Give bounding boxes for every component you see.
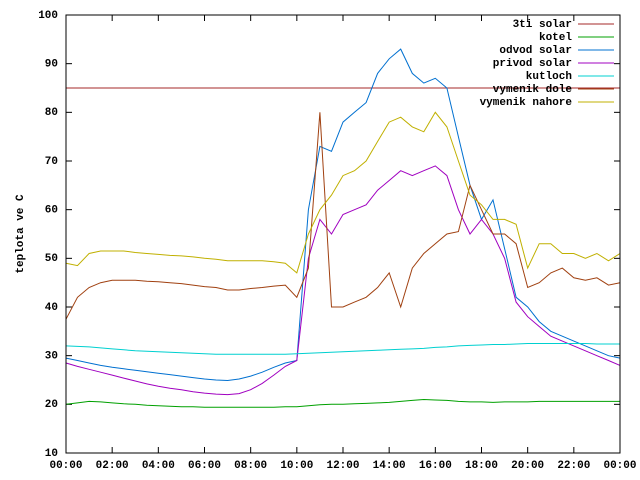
- x-tick-label: 22:00: [557, 460, 590, 472]
- y-tick-label: 20: [45, 399, 58, 411]
- x-tick-label: 18:00: [465, 460, 498, 472]
- y-tick-label: 10: [45, 448, 58, 460]
- legend-label: kotel: [539, 32, 572, 44]
- legend-label: kutloch: [526, 71, 572, 83]
- plot-border: [65, 14, 621, 454]
- x-tick-label: 14:00: [373, 460, 406, 472]
- x-tick-label: 02:00: [96, 460, 129, 472]
- series-line: [65, 343, 620, 355]
- series-line: [65, 112, 621, 320]
- x-tick-label: 04:00: [142, 460, 175, 472]
- y-tick-label: 60: [45, 205, 58, 217]
- x-tick-label: 16:00: [419, 460, 452, 472]
- x-tick-label: 10:00: [280, 460, 313, 472]
- y-tick-label: 30: [45, 351, 58, 363]
- y-tick-label: 80: [45, 107, 58, 119]
- series-line: [65, 398, 620, 408]
- x-tick-label: 12:00: [326, 460, 359, 472]
- y-axis-label: teplota ve C: [15, 194, 27, 274]
- y-tick-label: 70: [45, 156, 58, 168]
- y-tick-label: 100: [38, 10, 58, 22]
- legend-label: odvod solar: [499, 45, 572, 57]
- y-tick-label: 90: [45, 59, 58, 71]
- legend-label: 3ti solar: [513, 19, 572, 31]
- x-tick-label: 06:00: [188, 460, 221, 472]
- y-tick-label: 50: [45, 253, 58, 265]
- legend-label: vymenik dole: [493, 84, 573, 96]
- series-line: [65, 111, 621, 274]
- series-line: [65, 48, 621, 382]
- x-tick-label: 00:00: [49, 460, 82, 472]
- legend-label: vymenik nahore: [480, 97, 573, 109]
- y-tick-label: 40: [45, 302, 58, 314]
- series-line: [65, 165, 621, 396]
- x-tick-label: 08:00: [234, 460, 267, 472]
- x-tick-label: 00:00: [603, 460, 636, 472]
- legend-label: privod solar: [493, 58, 572, 70]
- x-tick-label: 20:00: [511, 460, 544, 472]
